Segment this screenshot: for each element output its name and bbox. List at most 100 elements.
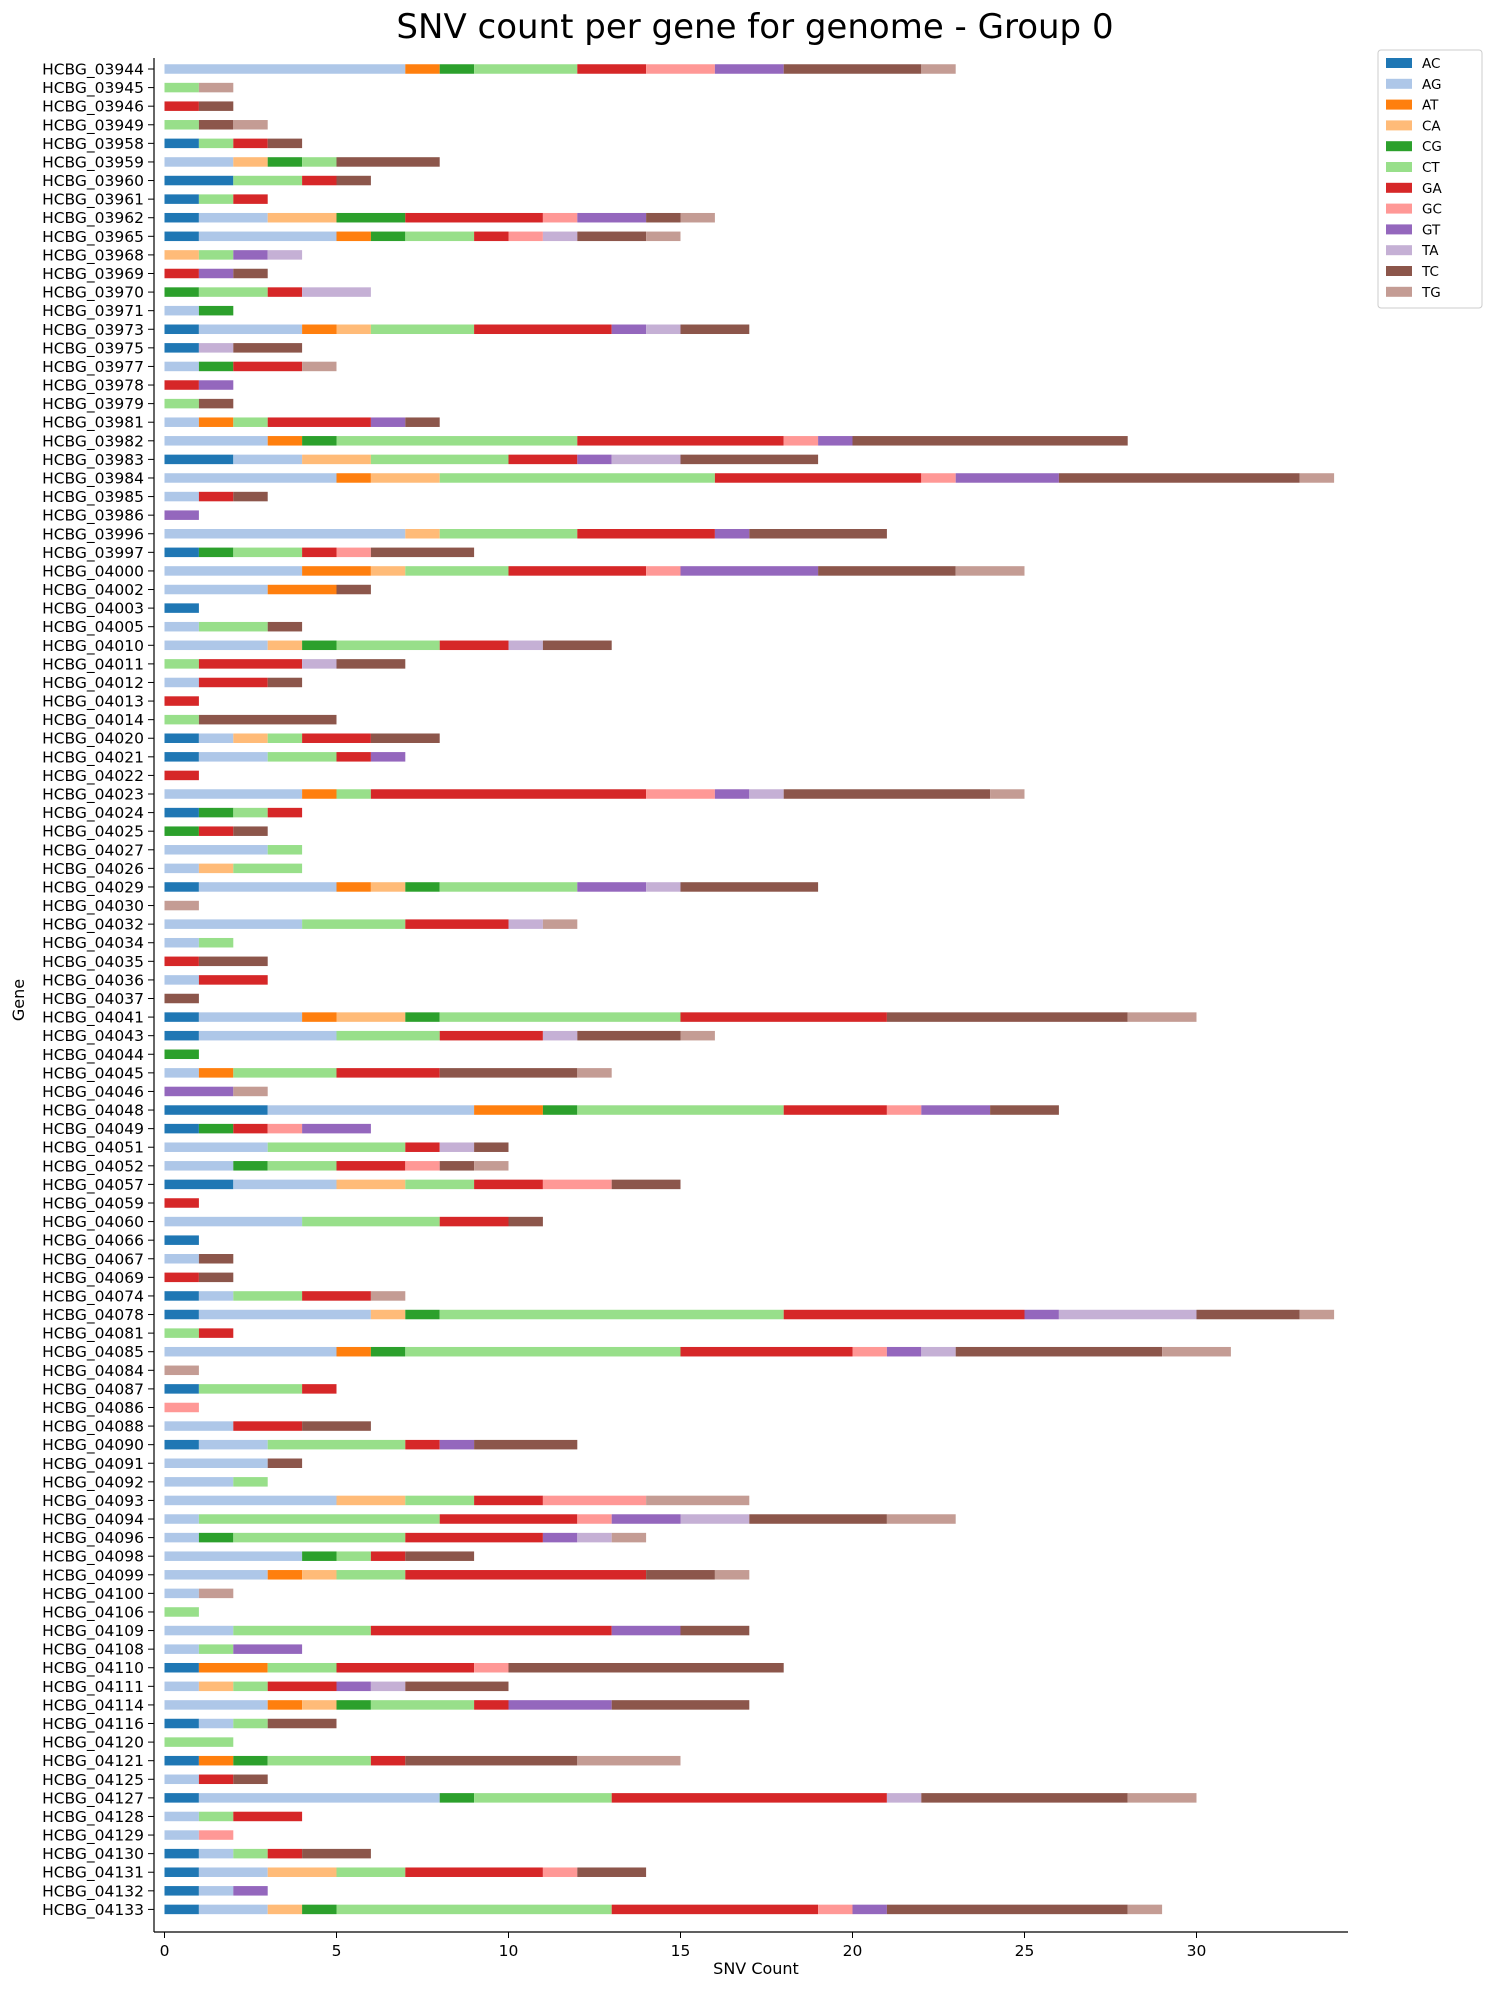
bar-segment-hcbg-03985-ga	[198, 491, 234, 502]
bar-segment-hcbg-03983-ag	[233, 454, 303, 465]
bar-segment-hcbg-04108-ag	[164, 1644, 199, 1654]
bar-segment-hcbg-03959-tc	[336, 157, 440, 167]
bar-segment-hcbg-04127-tg	[1127, 1793, 1197, 1803]
bar-segment-hcbg-04049-ga	[233, 1123, 268, 1134]
bar-segment-hcbg-03984-tg	[1299, 473, 1335, 483]
bar-row-hcbg-04114	[164, 1700, 750, 1710]
y-tick-labels: HCBG_03944HCBG_03945HCBG_03946HCBG_03949…	[42, 61, 154, 1920]
bar-segment-hcbg-03958-ct	[198, 138, 234, 149]
legend-label-ac: AC	[1422, 56, 1440, 72]
bar-segment-hcbg-03997-ac	[164, 547, 199, 558]
bar-segment-hcbg-04074-ct	[233, 1291, 303, 1301]
x-axis-label: SNV Count	[713, 1959, 799, 1978]
bar-segment-hcbg-04093-tg	[646, 1495, 750, 1506]
legend-label-ca: CA	[1422, 118, 1441, 134]
bar-segment-hcbg-03983-ct	[370, 454, 509, 465]
bar-segment-hcbg-04078-tg	[1299, 1309, 1335, 1320]
legend-label-ga: GA	[1422, 181, 1442, 197]
y-tick-label: HCBG_03978	[42, 377, 144, 396]
bar-segment-hcbg-04109-gt	[611, 1625, 681, 1636]
bar-segment-hcbg-04041-tg	[1127, 1012, 1197, 1022]
y-tick-label: HCBG_04021	[42, 748, 144, 767]
bar-row-hcbg-04026	[164, 863, 303, 874]
y-tick-label: HCBG_04044	[42, 1046, 144, 1065]
bar-row-hcbg-03981	[164, 417, 440, 427]
bar-segment-hcbg-03965-tc	[577, 231, 647, 242]
bar-segment-hcbg-03984-ca	[370, 473, 440, 483]
y-tick-label: HCBG_04000	[42, 562, 144, 581]
bar-segment-hcbg-04116-ag	[198, 1718, 234, 1729]
bar-row-hcbg-04069	[164, 1272, 234, 1283]
y-tick-label: HCBG_04034	[42, 934, 144, 953]
bar-row-hcbg-03965	[164, 231, 681, 242]
bar-segment-hcbg-04023-tg	[990, 789, 1025, 799]
bar-segment-hcbg-03965-cg	[370, 231, 406, 242]
bar-row-hcbg-04046	[164, 1086, 268, 1097]
bar-row-hcbg-04027	[164, 845, 303, 855]
y-tick-label: HCBG_04111	[42, 1678, 144, 1697]
bar-segment-hcbg-04025-tc	[233, 826, 268, 836]
legend-swatch-tc	[1386, 266, 1412, 276]
bar-segment-hcbg-04127-ag	[198, 1793, 440, 1803]
bar-segment-hcbg-04092-ct	[233, 1477, 268, 1487]
bar-segment-hcbg-03996-gt	[714, 529, 750, 539]
bar-segment-hcbg-03997-gc	[336, 547, 371, 558]
bar-segment-hcbg-04128-ct	[198, 1811, 234, 1822]
bar-segment-hcbg-04078-tc	[1196, 1309, 1300, 1320]
bar-row-hcbg-03958	[164, 138, 303, 149]
bar-segment-hcbg-04121-cg	[233, 1755, 268, 1766]
bar-row-hcbg-03977	[164, 361, 337, 372]
y-tick-label: HCBG_03969	[42, 265, 144, 284]
bar-segment-hcbg-03958-ga	[233, 138, 268, 149]
y-tick-label: HCBG_04092	[42, 1473, 144, 1492]
bar-segment-hcbg-04099-ag	[164, 1570, 268, 1580]
bar-row-hcbg-03961	[164, 194, 268, 204]
bar-row-hcbg-04111	[164, 1681, 509, 1692]
bar-segment-hcbg-04000-tc	[818, 566, 956, 576]
x-tick-label: 5	[332, 1942, 342, 1960]
bar-segment-hcbg-04114-ca	[302, 1700, 337, 1710]
bar-segment-hcbg-03965-at	[336, 231, 371, 242]
bar-segment-hcbg-04069-ga	[164, 1272, 199, 1283]
legend-swatch-ga	[1386, 182, 1412, 193]
bar-segment-hcbg-04020-ag	[198, 733, 234, 743]
y-tick-label: HCBG_04027	[42, 841, 144, 860]
y-tick-label: HCBG_03961	[42, 191, 144, 210]
y-tick-label: HCBG_04131	[42, 1864, 144, 1883]
bar-segment-hcbg-04078-ga	[783, 1309, 1025, 1320]
bar-segment-hcbg-04127-ct	[474, 1793, 612, 1803]
bar-segment-hcbg-04000-tg	[955, 566, 1025, 576]
bar-segment-hcbg-04094-tg	[886, 1514, 956, 1524]
bar-segment-hcbg-03969-gt	[198, 268, 234, 279]
bar-row-hcbg-03968	[164, 250, 303, 260]
bar-segment-hcbg-04035-ga	[164, 956, 199, 967]
legend-label-ct: CT	[1422, 160, 1440, 176]
bar-segment-hcbg-04128-ga	[233, 1811, 303, 1822]
bar-row-hcbg-03944	[164, 64, 956, 74]
bar-segment-hcbg-03982-cg	[302, 436, 337, 446]
bar-segment-hcbg-04096-gt	[542, 1532, 578, 1543]
bar-row-hcbg-04109	[164, 1625, 750, 1636]
bar-segment-hcbg-03958-ac	[164, 138, 199, 149]
bar-segment-hcbg-04027-ct	[267, 845, 303, 855]
bar-row-hcbg-04098	[164, 1551, 475, 1561]
bar-segment-hcbg-04021-ac	[164, 752, 199, 762]
bar-row-hcbg-04045	[164, 1068, 612, 1078]
bar-segment-hcbg-04088-ga	[233, 1421, 303, 1431]
bar-segment-hcbg-04131-ac	[164, 1867, 199, 1877]
y-tick-label: HCBG_04043	[42, 1027, 144, 1046]
bar-segment-hcbg-04029-ag	[198, 882, 337, 892]
bar-row-hcbg-03983	[164, 454, 819, 465]
x-tick-label: 15	[671, 1942, 691, 1960]
bar-segment-hcbg-04000-ca	[370, 566, 406, 576]
bar-segment-hcbg-04041-ag	[198, 1012, 303, 1022]
y-tick-label: HCBG_04045	[42, 1064, 144, 1083]
bar-row-hcbg-04003	[164, 603, 199, 613]
bar-row-hcbg-04074	[164, 1291, 406, 1301]
bar-segment-hcbg-04035-tc	[198, 956, 268, 967]
bar-segment-hcbg-04090-gt	[439, 1439, 475, 1450]
bar-segment-hcbg-04108-ct	[198, 1644, 234, 1654]
bar-row-hcbg-04036	[164, 975, 268, 985]
y-tick-label: HCBG_04025	[42, 823, 144, 842]
bar-segment-hcbg-04127-cg	[439, 1793, 475, 1803]
